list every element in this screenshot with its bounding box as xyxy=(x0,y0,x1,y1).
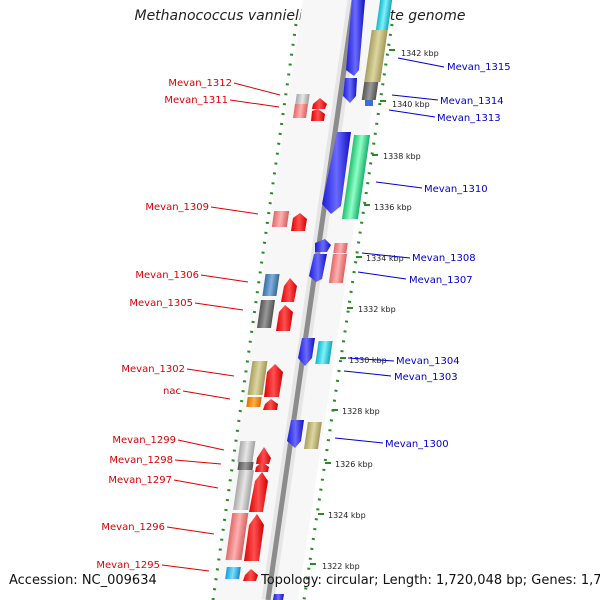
gene-label-right: Mevan_1314 xyxy=(440,96,504,107)
gene-feature-blue-arrow xyxy=(315,239,331,252)
gene-label-left: Mevan_1302 xyxy=(121,364,185,375)
gene-feature-blue-arrow xyxy=(287,420,304,448)
ruler-tick-label: 1324 kbp xyxy=(328,511,366,520)
dotted-ring-right xyxy=(302,23,394,600)
gene-label-right: Mevan_1313 xyxy=(437,113,501,124)
gene-label-left: Mevan_1297 xyxy=(108,475,172,486)
gene-label-left: Mevan_1299 xyxy=(112,435,176,446)
ruler-tick-label: 1340 kbp xyxy=(392,100,430,109)
left-leader-lines xyxy=(161,82,281,572)
gene-feature-blue-arrow xyxy=(298,338,315,366)
gene-label-left: Mevan_1295 xyxy=(96,560,160,571)
gene-feature-gray xyxy=(295,94,310,104)
gene-feature-blue xyxy=(273,594,284,600)
gene-feature-pink xyxy=(225,513,249,560)
gene-feature-blue-arrow xyxy=(346,0,365,76)
gene-feature-red-arrow xyxy=(291,213,307,231)
gene-feature-gray xyxy=(237,441,256,462)
gene-label-right: Mevan_1307 xyxy=(409,275,473,286)
gene-label-left: Mevan_1306 xyxy=(135,270,199,281)
gene-feature-blue xyxy=(365,100,373,106)
gene-feature-blue-arrow xyxy=(343,78,357,103)
gene-feature-red-arrow xyxy=(255,462,269,472)
gene-feature-red-arrow xyxy=(264,364,283,397)
ruler-tick-label: 1332 kbp xyxy=(358,305,396,314)
gene-feature-red-arrow xyxy=(311,109,325,121)
topology-text: Topology: circular; Length: 1,720,048 bp… xyxy=(261,573,600,588)
gene-label-right: Mevan_1310 xyxy=(424,184,488,195)
gene-feature-pink xyxy=(292,104,309,118)
gene-label-left: Mevan_1312 xyxy=(168,78,232,89)
dotted-ring-left xyxy=(211,23,298,600)
forward-strand-features xyxy=(225,94,327,581)
gene-label-left: Mevan_1309 xyxy=(145,202,209,213)
ruler-tick-label: 1330 kbp xyxy=(349,356,387,365)
gene-label-right: Mevan_1303 xyxy=(394,372,458,383)
genome-backbone-core xyxy=(265,0,357,600)
gene-label-left: nac xyxy=(163,386,181,397)
ruler-tick-marks xyxy=(310,49,395,565)
ruler-tick-label: 1322 kbp xyxy=(322,562,360,571)
gene-feature-pink xyxy=(271,211,290,227)
gene-label-right: Mevan_1304 xyxy=(396,356,460,367)
ruler-tick-label: 1328 kbp xyxy=(342,407,380,416)
gene-feature-dark xyxy=(237,462,254,470)
gene-label-right: Mevan_1308 xyxy=(412,253,476,264)
gene-label-left: Mevan_1311 xyxy=(164,95,228,106)
ruler-tick-label: 1342 kbp xyxy=(401,49,439,58)
gene-feature-red-arrow xyxy=(244,514,264,561)
gene-feature-cyan xyxy=(315,341,333,364)
gene-feature-red-arrow xyxy=(243,569,258,581)
gene-feature-red-arrow xyxy=(263,399,278,410)
gene-feature-pink xyxy=(333,243,348,253)
ruler-tick-label: 1336 kbp xyxy=(374,203,412,212)
gene-label-left: Mevan_1298 xyxy=(109,455,173,466)
gene-feature-red-arrow xyxy=(256,447,271,464)
gene-feature-green xyxy=(341,135,371,219)
gene-label-right: Mevan_1300 xyxy=(385,439,449,450)
reverse-strand-features xyxy=(273,0,393,600)
gene-feature-dark xyxy=(256,300,276,328)
gene-feature-steel xyxy=(262,274,280,296)
right-leader-lines xyxy=(334,57,445,444)
accession-text: Accession: NC_009634 xyxy=(9,573,157,588)
gene-feature-red-arrow xyxy=(312,98,327,109)
ruler-tick-label: 1338 kbp xyxy=(383,152,421,161)
ruler-tick-label: 1326 kbp xyxy=(335,460,373,469)
gene-feature-olive xyxy=(303,422,322,449)
gene-feature-orange xyxy=(246,397,262,407)
gene-feature-dark xyxy=(361,82,379,100)
gene-label-left: Mevan_1305 xyxy=(129,298,193,309)
ruler-tick-label: 1334 kbp xyxy=(366,254,404,263)
gene-feature-blue-arrow xyxy=(309,254,327,282)
gene-feature-olive xyxy=(364,30,388,82)
gene-feature-blue-arrow xyxy=(322,132,351,214)
gene-feature-red-arrow xyxy=(249,472,268,512)
gene-feature-gray xyxy=(233,470,254,510)
gene-feature-olive xyxy=(247,361,268,395)
gene-feature-pink xyxy=(328,254,348,283)
gene-label-right: Mevan_1315 xyxy=(447,62,511,73)
gene-feature-red-arrow xyxy=(276,305,293,331)
gene-feature-red-arrow xyxy=(281,278,297,302)
gene-label-left: Mevan_1296 xyxy=(101,522,165,533)
gene-feature-sky xyxy=(225,567,241,579)
gene-feature-cyan xyxy=(375,0,393,30)
